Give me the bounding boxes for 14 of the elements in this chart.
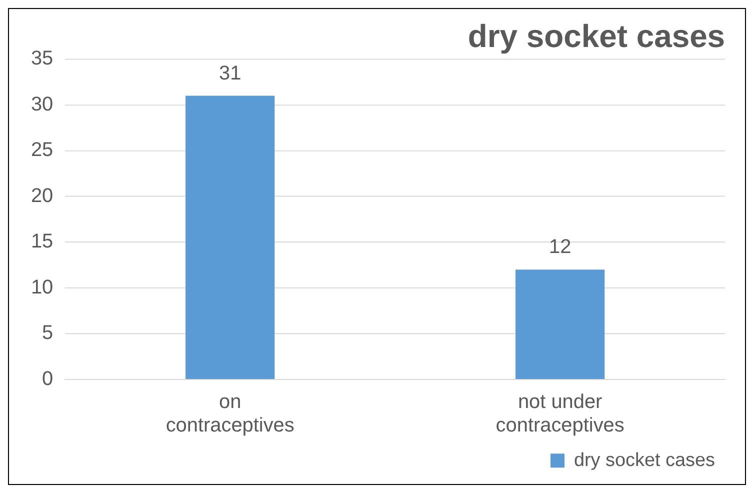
data-label: 31 (218, 62, 242, 84)
legend-label: dry socket cases (574, 450, 715, 471)
y-tick-label: 0 (42, 368, 54, 390)
x-tick-label: on contraceptives (166, 390, 294, 437)
y-tick-label: 20 (30, 184, 54, 207)
x-tick-label: not under contraceptives (496, 390, 624, 437)
y-tick-label: 30 (30, 93, 54, 116)
y-tick-label: 10 (30, 276, 54, 298)
y-tick-label: 35 (30, 48, 54, 70)
y-tick-label: 25 (30, 139, 54, 162)
y-tick-label: 5 (42, 322, 54, 344)
y-tick-label: 15 (30, 230, 54, 253)
chart-title: dry socket cases (468, 18, 726, 54)
data-label: 12 (548, 236, 572, 258)
